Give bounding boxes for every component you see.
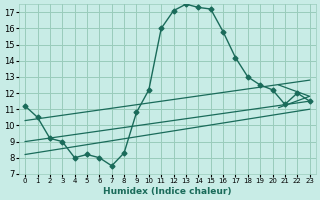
X-axis label: Humidex (Indice chaleur): Humidex (Indice chaleur)	[103, 187, 232, 196]
